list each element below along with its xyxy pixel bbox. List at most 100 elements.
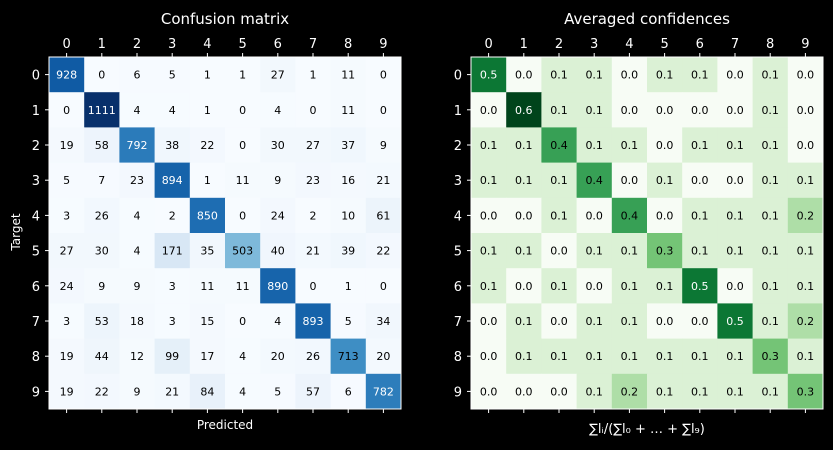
- cell-value-label: 0.1: [550, 69, 568, 82]
- heatmap-cell: [365, 233, 402, 269]
- heatmap-cell: [506, 233, 542, 269]
- cell-value-label: 1: [204, 104, 211, 117]
- cell-value-label: 0: [239, 315, 246, 328]
- cell-value-label: 0.1: [480, 280, 498, 293]
- heatmap-cell: [682, 338, 718, 375]
- heatmap-cell: [330, 373, 367, 410]
- heatmap-cell: [225, 233, 261, 269]
- cell-value-label: 0.0: [480, 315, 498, 328]
- heatmap-cell: [576, 268, 613, 304]
- cell-value-label: 11: [341, 104, 355, 117]
- cell-value-label: 0.0: [726, 69, 744, 82]
- cell-value-label: 58: [95, 139, 109, 152]
- x-tick-label: 9: [801, 37, 809, 52]
- heatmap-cell: [49, 92, 85, 128]
- heatmap-cell: [541, 233, 578, 269]
- cell-value-label: 9: [274, 174, 281, 187]
- x-tick-label: 5: [238, 37, 246, 52]
- heatmap-cell: [787, 233, 824, 269]
- heatmap-cell: [49, 197, 85, 234]
- cell-value-label: 782: [373, 385, 394, 398]
- cell-value-label: 37: [341, 139, 355, 152]
- cell-value-label: 0.0: [480, 385, 498, 398]
- cell-value-label: 850: [197, 209, 218, 222]
- cell-value-label: 0.0: [621, 104, 639, 117]
- heatmap-cell: [365, 57, 402, 93]
- cell-value-label: 0.1: [550, 350, 568, 363]
- cell-value-label: 0.1: [621, 315, 639, 328]
- cell-value-label: 0.0: [515, 280, 533, 293]
- cell-value-label: 35: [200, 245, 214, 258]
- averaged-confidences-xlabel: ∑lᵢ/(∑l₀ + … + ∑l₉): [589, 422, 705, 437]
- cell-value-label: 0.1: [761, 280, 779, 293]
- heatmap-cell: [471, 197, 507, 234]
- heatmap-cell: [682, 373, 718, 410]
- heatmap-cell: [717, 57, 754, 93]
- averaged-confidences-y-ticks: 0 1 2 3 4 5 6 7 8 9: [454, 69, 471, 400]
- cell-value-label: 0.3: [761, 350, 779, 363]
- heatmap-cell: [295, 373, 332, 410]
- heatmap-cell: [225, 268, 261, 304]
- cell-value-label: 893: [303, 315, 324, 328]
- y-tick-label: 6: [454, 280, 462, 295]
- heatmap-cell: [189, 57, 226, 93]
- cell-value-label: 0.0: [621, 174, 639, 187]
- cell-value-label: 0.1: [691, 245, 709, 258]
- cell-value-label: 928: [56, 69, 77, 82]
- cell-value-label: 0.0: [656, 139, 674, 152]
- heatmap-cell: [49, 338, 85, 375]
- heatmap-cell: [365, 92, 402, 128]
- heatmap-cell: [154, 92, 191, 128]
- heatmap-cell: [576, 92, 613, 128]
- heatmap-cell: [717, 338, 754, 375]
- cell-value-label: 19: [60, 350, 74, 363]
- cell-value-label: 0.0: [550, 315, 568, 328]
- x-tick-label: 7: [731, 37, 739, 52]
- cell-value-label: 0.1: [656, 350, 674, 363]
- heatmap-cell: [541, 338, 578, 375]
- cell-value-label: 0.1: [621, 350, 639, 363]
- cell-value-label: 21: [376, 174, 390, 187]
- heatmap-cell: [84, 162, 120, 199]
- heatmap-cell: [541, 92, 578, 128]
- averaged-confidences-frame: [470, 56, 824, 410]
- cell-value-label: 0.1: [761, 385, 779, 398]
- heatmap-cell: [295, 197, 332, 234]
- heatmap-cell: [647, 57, 683, 93]
- heatmap-cell: [471, 268, 507, 304]
- heatmap-cell: [541, 162, 578, 199]
- cell-value-label: 0.1: [621, 139, 639, 152]
- cell-value-label: 0.0: [797, 139, 815, 152]
- heatmap-cell: [365, 373, 402, 410]
- confusion-matrix-panel: Confusion matrix Predicted Target 928 0 6 5…: [9, 10, 402, 432]
- heatmap-cell: [84, 268, 120, 304]
- confusion-matrix-y-ticks: 0 1 2 3 4 5 6 7 8 9: [32, 69, 49, 400]
- cell-value-label: 0.1: [691, 209, 709, 222]
- cell-value-label: 0.2: [797, 209, 815, 222]
- averaged-confidences-panel: Averaged confidences ∑lᵢ/(∑l₀ + … + ∑l₉)…: [454, 10, 824, 437]
- heatmap-cell: [752, 373, 789, 410]
- y-tick-label: 4: [454, 209, 462, 224]
- heatmap-cell: [119, 233, 156, 269]
- heatmap-cell: [330, 57, 367, 93]
- cell-value-label: 0.1: [621, 245, 639, 258]
- cell-value-label: 5: [274, 385, 281, 398]
- cell-value-label: 0.1: [585, 245, 603, 258]
- heatmap-cell: [682, 92, 718, 128]
- cell-value-label: 0.1: [515, 315, 533, 328]
- cell-value-label: 4: [134, 209, 141, 222]
- heatmap-cell: [295, 57, 332, 93]
- cell-value-label: 3: [63, 315, 70, 328]
- cell-value-label: 0.5: [691, 280, 709, 293]
- cell-value-label: 3: [169, 315, 176, 328]
- cell-value-label: 0.1: [797, 350, 815, 363]
- cell-value-label: 0.1: [726, 350, 744, 363]
- heatmap-cell: [84, 303, 120, 340]
- heatmap-cell: [154, 57, 191, 93]
- heatmap-cell: [365, 127, 402, 164]
- cell-value-label: 99: [165, 350, 179, 363]
- heatmap-cell: [647, 303, 683, 340]
- heatmap-cell: [611, 338, 648, 375]
- heatmap-cell: [717, 373, 754, 410]
- y-tick-label: 4: [32, 209, 40, 224]
